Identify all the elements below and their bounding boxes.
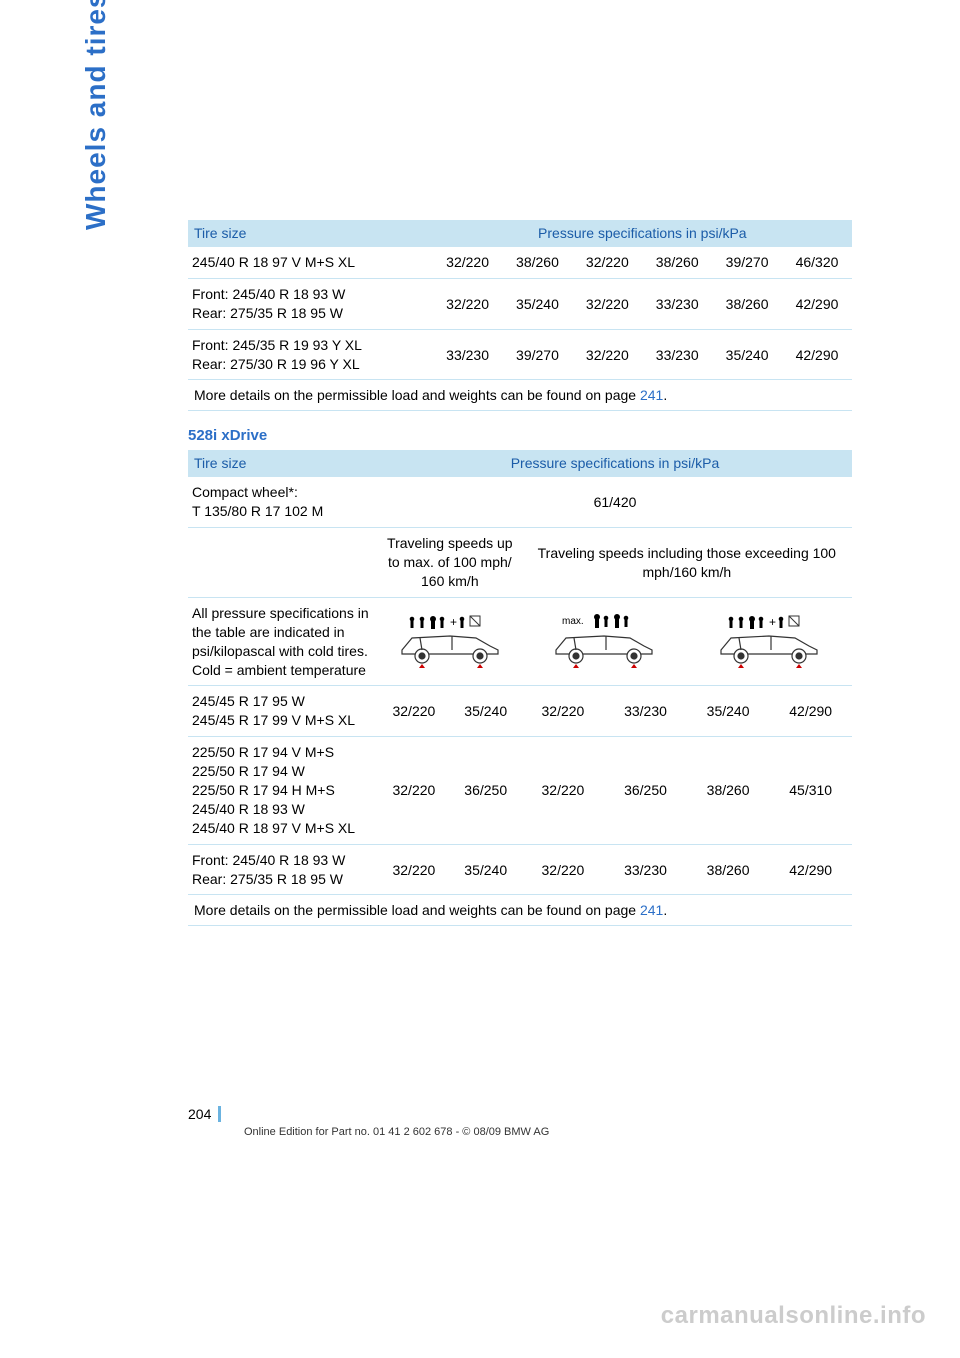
pressure-value: 32/220 [572, 329, 642, 380]
tire-size-cell: Front: 245/40 R 18 93 WRear: 275/35 R 18… [188, 844, 378, 895]
pressure-value: 42/290 [782, 278, 852, 329]
section-heading-528i: 528i xDrive [188, 427, 852, 444]
sidebar-section-label: Wheels and tires [80, 0, 112, 230]
pressure-value: 38/260 [687, 737, 770, 844]
tire-size-cell: 225/50 R 17 94 V M+S225/50 R 17 94 W225/… [188, 737, 378, 844]
pressure-value: 35/240 [687, 686, 770, 737]
header-pressure-spec: Pressure specifications in psi/kPa [433, 220, 852, 247]
pressure-value: 42/290 [769, 686, 852, 737]
pressure-value: 39/270 [503, 329, 573, 380]
footnote-cell: More details on the permissible load and… [188, 380, 852, 411]
svg-text:max.: max. [562, 616, 584, 627]
pressure-value: 33/230 [642, 278, 712, 329]
header-tire-size: Tire size [188, 450, 378, 477]
car-load-icon-high-full: + [687, 597, 852, 686]
table-footnote-row: More details on the permissible load and… [188, 380, 852, 411]
pressure-value: 32/220 [378, 844, 450, 895]
tire-size-cell: Front: 245/40 R 18 93 WRear: 275/35 R 18… [188, 278, 433, 329]
pressure-value: 42/290 [782, 329, 852, 380]
pressure-value: 45/310 [769, 737, 852, 844]
tire-size-cell: 245/45 R 17 95 W245/45 R 17 99 V M+S XL [188, 686, 378, 737]
footer-bar-icon [218, 1106, 221, 1122]
pressure-value: 33/230 [604, 686, 687, 737]
page-reference-link[interactable]: 241 [640, 902, 663, 918]
tire-pressure-table-2: Tire size Pressure specifications in psi… [188, 450, 852, 926]
table-row: 245/40 R 18 97 V M+S XL 32/220 38/260 32… [188, 247, 852, 279]
pressure-value: 38/260 [642, 247, 712, 279]
footnote-tail: . [663, 387, 667, 403]
compact-wheel-value: 61/420 [378, 477, 852, 528]
icon-note-row: All pressure specifications in the table… [188, 597, 852, 686]
tire-pressure-table-1: Tire size Pressure specifications in psi… [188, 220, 852, 411]
pressure-value: 36/250 [604, 737, 687, 844]
table-row: Front: 245/40 R 18 93 WRear: 275/35 R 18… [188, 844, 852, 895]
table-row: 245/45 R 17 95 W245/45 R 17 99 V M+S XL … [188, 686, 852, 737]
pressure-value: 35/240 [450, 844, 522, 895]
pressure-value: 38/260 [712, 278, 782, 329]
footer-edition-text: Online Edition for Part no. 01 41 2 602 … [244, 1126, 852, 1138]
pressure-value: 39/270 [712, 247, 782, 279]
pressure-value: 32/220 [522, 737, 605, 844]
pressure-value: 35/240 [450, 686, 522, 737]
car-load-icon-low: + [378, 597, 522, 686]
pressure-value: 35/240 [712, 329, 782, 380]
table-header-row: Tire size Pressure specifications in psi… [188, 220, 852, 247]
footnote-tail: . [663, 902, 667, 918]
pressure-value: 42/290 [769, 844, 852, 895]
pressure-value: 36/250 [450, 737, 522, 844]
pressure-value: 35/240 [503, 278, 573, 329]
pressure-value: 32/220 [433, 247, 503, 279]
table-row: Front: 245/40 R 18 93 WRear: 275/35 R 18… [188, 278, 852, 329]
car-max-load-icon: max. [544, 612, 664, 668]
page-reference-link[interactable]: 241 [640, 387, 663, 403]
pressure-value: 38/260 [687, 844, 770, 895]
pressure-value: 32/220 [572, 278, 642, 329]
table-header-row: Tire size Pressure specifications in psi… [188, 450, 852, 477]
compact-wheel-label: Compact wheel*:T 135/80 R 17 102 M [188, 477, 378, 528]
page-footer: 204 Online Edition for Part no. 01 41 2 … [188, 1106, 852, 1138]
header-tire-size: Tire size [188, 220, 433, 247]
pressure-value: 32/220 [522, 844, 605, 895]
pressure-value: 38/260 [503, 247, 573, 279]
page-content: Tire size Pressure specifications in psi… [0, 0, 960, 926]
car-partial-load-icon: + [390, 612, 510, 668]
page-number: 204 [188, 1106, 211, 1122]
pressure-value: 32/220 [378, 737, 450, 844]
footnote-text: More details on the permissible load and… [194, 902, 640, 918]
table-row: Front: 245/35 R 19 93 Y XLRear: 275/30 R… [188, 329, 852, 380]
footnote-text: More details on the permissible load and… [194, 387, 640, 403]
empty-cell [188, 528, 378, 598]
compact-wheel-row: Compact wheel*:T 135/80 R 17 102 M 61/42… [188, 477, 852, 528]
speed-header-low: Traveling speeds up to max. of 100 mph/ … [378, 528, 522, 598]
speed-header-row: Traveling speeds up to max. of 100 mph/ … [188, 528, 852, 598]
pressure-value: 33/230 [604, 844, 687, 895]
speed-header-high: Traveling speeds including those exceedi… [522, 528, 852, 598]
pressure-value: 32/220 [522, 686, 605, 737]
tire-size-cell: 245/40 R 18 97 V M+S XL [188, 247, 433, 279]
car-load-icon-high-max: max. [522, 597, 687, 686]
pressure-value: 33/230 [433, 329, 503, 380]
header-pressure-spec: Pressure specifications in psi/kPa [378, 450, 852, 477]
watermark-text: carmanualsonline.info [661, 1302, 926, 1330]
tire-size-cell: Front: 245/35 R 19 93 Y XLRear: 275/30 R… [188, 329, 433, 380]
table-footnote-row: More details on the permissible load and… [188, 895, 852, 926]
svg-text:+: + [450, 615, 457, 629]
pressure-value: 32/220 [433, 278, 503, 329]
pressure-value: 32/220 [378, 686, 450, 737]
pressure-note-cell: All pressure specifications in the table… [188, 597, 378, 686]
table-row: 225/50 R 17 94 V M+S225/50 R 17 94 W225/… [188, 737, 852, 844]
footnote-cell: More details on the permissible load and… [188, 895, 852, 926]
pressure-value: 33/230 [642, 329, 712, 380]
pressure-value: 46/320 [782, 247, 852, 279]
svg-text:+: + [769, 615, 776, 629]
car-full-load-icon: + [709, 612, 829, 668]
pressure-value: 32/220 [572, 247, 642, 279]
